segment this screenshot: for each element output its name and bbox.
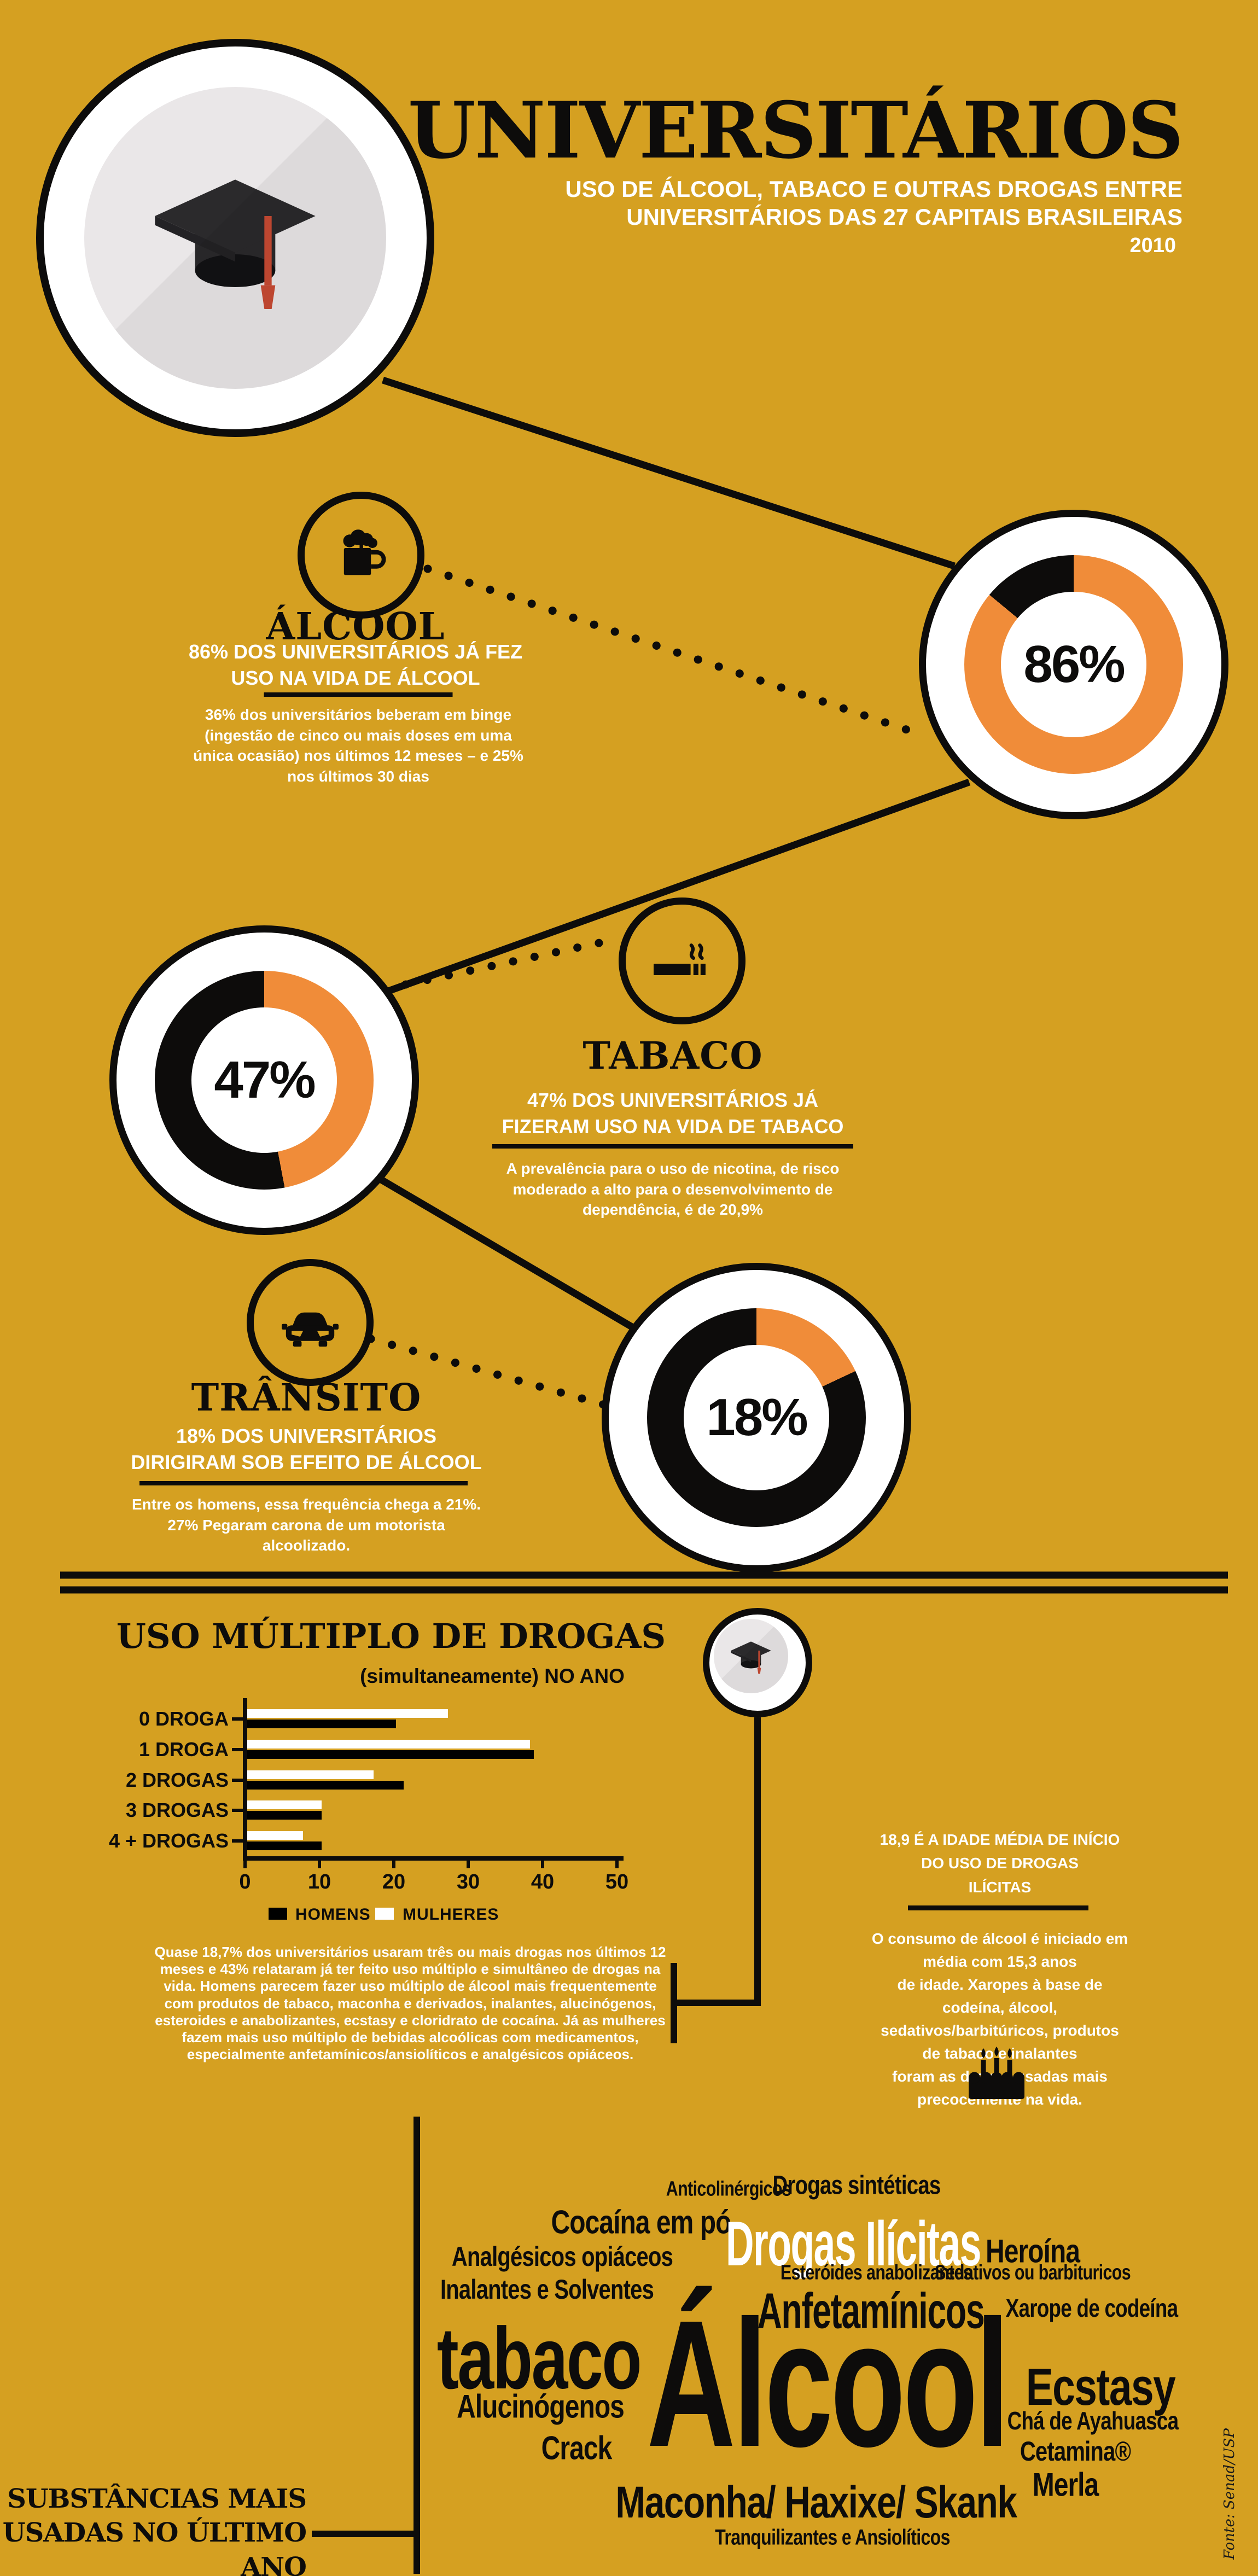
alcool-statement: 86% DOS UNIVERSITÁRIOS JÁ FEZ USO NA VID… <box>188 640 523 689</box>
bar-category-label: 2 DROGAS <box>125 1768 229 1791</box>
alcool-heading: ÁLCOOL <box>266 605 445 649</box>
x-axis-tick-label: 30 <box>456 1870 480 1893</box>
transito-divider <box>139 1481 468 1485</box>
transito-statement: 18% DOS UNIVERSITÁRIOS DIRIGIRAM SOB EFE… <box>131 1425 482 1473</box>
page-title: UNIVERSITÁRIOS <box>407 85 1184 176</box>
x-axis-tick <box>467 1858 470 1868</box>
x-axis-tick-label: 40 <box>531 1870 555 1893</box>
wordcloud-term: Merla <box>1032 2466 1099 2503</box>
wordcloud-term: Alucinógenos <box>457 2388 625 2425</box>
transito-heading: TRÂNSITO <box>191 1376 422 1420</box>
bar-category-tick <box>232 1839 244 1843</box>
bar-category-tick <box>232 1717 244 1721</box>
page-subtitle: USO DE ÁLCOOL, TABACO E OUTRAS DROGAS EN… <box>565 176 1183 230</box>
wordcloud-term: tabaco <box>436 2309 642 2407</box>
wordcloud-term: Cetamina® <box>1020 2436 1131 2467</box>
x-axis-tick <box>541 1858 544 1868</box>
uso-multiplo-paragraph: Quase 18,7% dos universitários usaram tr… <box>154 1944 666 2063</box>
bar-category-label: 4 + DROGAS <box>108 1829 229 1852</box>
wordcloud-term: Ecstasy <box>1026 2358 1176 2416</box>
bar-chart-subtitle: (simultaneamente) NO ANO <box>360 1665 625 1687</box>
idade-divider <box>908 1905 1088 1910</box>
wordcloud-term: Tranquilizantes e Ansiolíticos <box>715 2525 950 2550</box>
bar-mulheres <box>247 1800 322 1810</box>
wordcloud-term: Crack <box>541 2429 613 2467</box>
bar-category-label: 1 DROGA <box>138 1738 229 1761</box>
x-axis-tick-label: 50 <box>605 1870 629 1893</box>
wordcloud-term: Maconha/ Haxixe/ Skank <box>615 2478 1017 2527</box>
bar-homens <box>247 1841 322 1851</box>
x-axis-tick-label: 0 <box>239 1870 251 1893</box>
wordcloud-term: Heroína <box>986 2233 1080 2270</box>
alcool-detail: 36% dos universitários beberam em binge … <box>193 706 523 785</box>
bar-homens <box>247 1750 534 1759</box>
x-axis-tick <box>392 1858 395 1868</box>
dotted-line-donut-to-cigarette <box>401 934 624 989</box>
bar-category-tick <box>232 1809 244 1812</box>
tabaco-heading: TABACO <box>583 1034 763 1078</box>
wordcloud-term: Esteróides anabolizantes <box>780 2261 972 2284</box>
wordcloud-term: Anticolinérgicos <box>666 2177 791 2201</box>
connector-hero-to-alcool-donut <box>381 376 956 570</box>
cake-icon-wrap <box>956 2024 1038 2108</box>
transito-donut-value: 18% <box>706 1388 808 1447</box>
bar-category-label: 3 DROGAS <box>125 1799 229 1822</box>
wordcloud-term: Analgésicos opiáceos <box>451 2241 673 2272</box>
tabaco-detail: A prevalência para o uso de nicotina, de… <box>506 1160 840 1219</box>
legend-swatch <box>269 1908 287 1920</box>
cigarette-icon <box>654 943 706 975</box>
legend-label: MULHERES <box>403 1905 499 1924</box>
wordcloud-term: Drogas Ilícitas <box>725 2209 981 2279</box>
wordcloud-term: Cocaína em pó <box>551 2204 732 2241</box>
connector-tabaco-to-transito-donut <box>379 1176 638 1332</box>
x-axis-tick <box>615 1858 619 1868</box>
wordcloud-term: Sedativos ou barbituricos <box>934 2261 1131 2284</box>
bar-homens <box>247 1811 322 1820</box>
idade-statement: 18,9 É A IDADE MÉDIA DE INÍCIO DO USO DE… <box>880 1831 1120 1896</box>
legend-swatch <box>375 1908 394 1920</box>
wordcloud-term: Chá de Ayahuasca <box>1007 2406 1179 2435</box>
tabaco-divider <box>492 1144 853 1149</box>
bar-homens <box>247 1720 396 1728</box>
page-year: 2010 <box>1129 234 1176 257</box>
birthday-cake-icon <box>969 2047 1024 2099</box>
x-axis-tick <box>318 1858 321 1868</box>
x-axis-tick-label: 20 <box>382 1870 406 1893</box>
legend-label: HOMENS <box>295 1905 371 1924</box>
cap-circle-small <box>703 1608 812 1717</box>
graduation-cap-icon <box>731 1641 771 1674</box>
dotted-line-car-to-donut <box>366 1334 611 1410</box>
wordcloud-term: Anfetamínicos <box>757 2283 985 2339</box>
substancias-label: SUBSTÂNCIAS MAIS USADAS NO ÚLTIMO ANO EN… <box>2 2484 307 2576</box>
beer-mug-icon <box>343 529 386 575</box>
tabaco-statement: 47% DOS UNIVERSITÁRIOS JÁ FIZERAM USO NA… <box>502 1089 844 1138</box>
tabaco-donut-value: 47% <box>214 1051 316 1109</box>
car-icon <box>282 1312 339 1347</box>
bar-homens <box>247 1780 404 1790</box>
transito-detail: Entre os homens, essa frequência chega a… <box>131 1496 481 1554</box>
bar-mulheres <box>247 1739 530 1749</box>
wordcloud-term: Inalantes e Solventes <box>440 2274 654 2305</box>
bar-category-tick <box>232 1747 244 1751</box>
connector-alcool-to-tabaco-donut <box>387 778 971 995</box>
source-credit: Fonte: Senad/USP <box>1221 2428 1238 2560</box>
bar-mulheres <box>247 1770 374 1779</box>
wordcloud-term: Xarope de codeína <box>1005 2294 1178 2322</box>
bar-category-tick <box>232 1778 244 1782</box>
x-axis-tick <box>243 1858 247 1868</box>
bar-category-label: 0 DROGA <box>138 1707 229 1730</box>
dotted-line-beer-to-donut <box>423 564 929 740</box>
x-axis-tick-label: 10 <box>307 1870 331 1893</box>
graduation-cap-icon <box>155 179 316 309</box>
wordcloud-term: Álcool <box>647 2282 1010 2484</box>
alcool-donut-value: 86% <box>1023 635 1125 693</box>
alcool-divider <box>264 692 453 697</box>
bar-chart-title: USO MÚLTIPLO DE DROGAS <box>116 1616 666 1656</box>
bar-mulheres <box>247 1831 303 1840</box>
bar-mulheres <box>247 1709 449 1718</box>
wordcloud-term: Drogas sintéticas <box>772 2171 941 2200</box>
